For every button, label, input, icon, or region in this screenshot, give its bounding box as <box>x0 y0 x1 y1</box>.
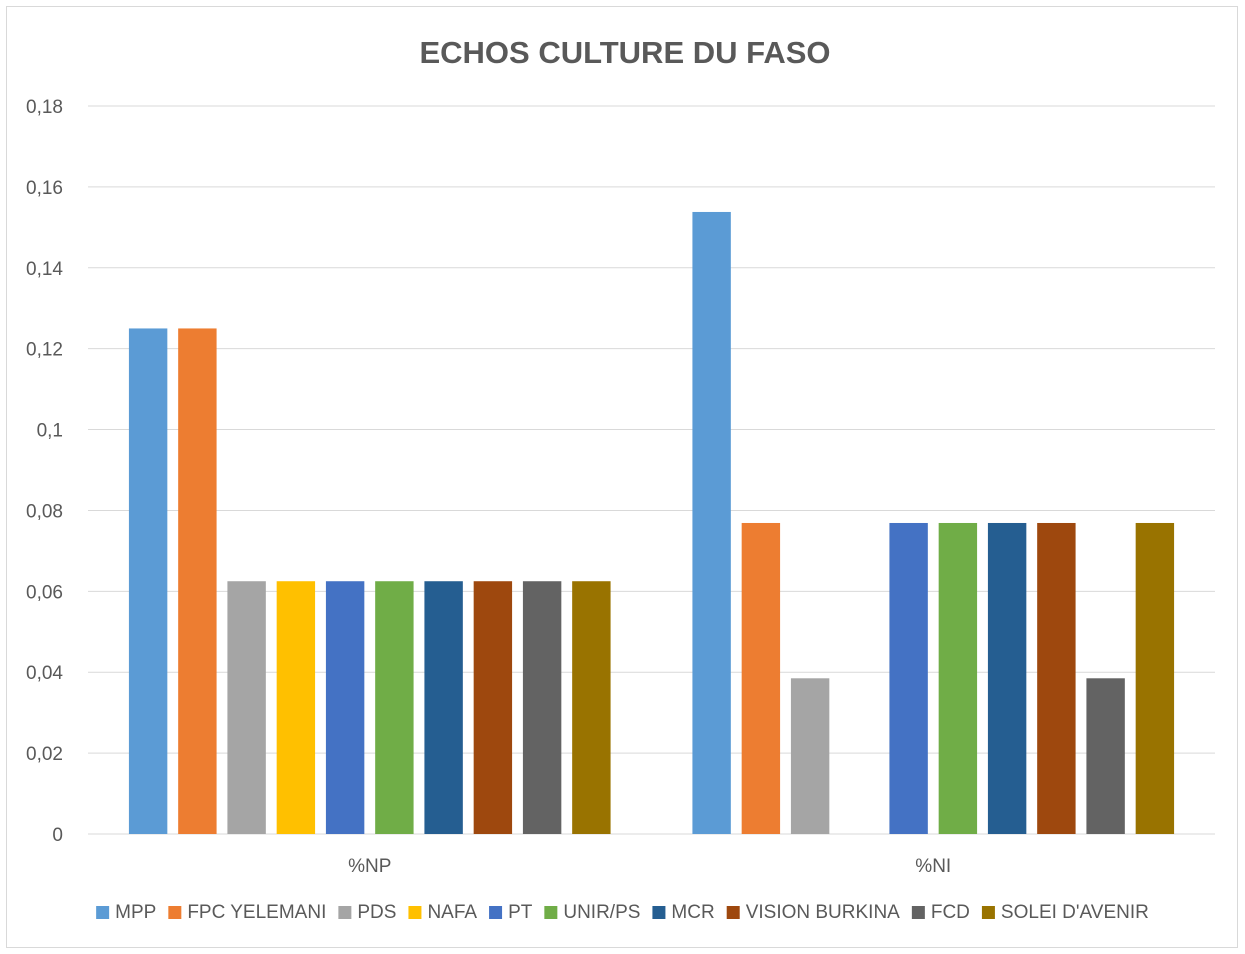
x-axis-ticks: %NP %NI <box>348 856 951 877</box>
legend-item: MCR <box>652 902 715 923</box>
y-tick-label: 0,04 <box>26 663 63 684</box>
y-tick-label: 0,18 <box>26 97 63 118</box>
legend-item: VISION BURKINA <box>726 902 900 923</box>
y-tick-label: 0,06 <box>26 582 63 603</box>
legend-swatch <box>981 906 995 919</box>
legend-swatch <box>338 906 352 919</box>
y-tick-label: 0,02 <box>26 744 63 765</box>
legend-swatch <box>652 906 666 919</box>
legend-swatch <box>96 906 110 919</box>
legend: MPP FPC YELEMANI PDS NAFA PT UNIR/PS MCR VISION… <box>96 902 1149 923</box>
legend-label: SOLEI D'AVENIR <box>1001 902 1149 923</box>
bar-fcd-ni <box>1086 678 1125 834</box>
bar-fpc-yelemani-np <box>178 328 217 834</box>
legend-label: MCR <box>671 902 714 923</box>
y-tick-label: 0,08 <box>26 501 63 522</box>
bar-mpp-np <box>128 328 168 834</box>
legend-label: PDS <box>357 902 396 923</box>
legend-label: UNIR/PS <box>563 902 640 923</box>
bar-mcr-ni <box>987 522 1027 834</box>
bars <box>128 211 1175 834</box>
bar-pt-np <box>325 581 365 834</box>
bar-unir-ps-ni <box>938 522 978 834</box>
legend-swatch <box>911 906 925 919</box>
legend-label: VISION BURKINA <box>746 902 900 923</box>
legend-label: PT <box>508 902 533 923</box>
legend-swatch <box>168 906 182 919</box>
bar-nafa-np <box>276 581 316 834</box>
y-axis-ticks: 0 0,02 0,04 0,06 0,08 0,1 0,12 0,14 0,16 0,18 <box>26 97 63 846</box>
legend-item: SOLEI D'AVENIR <box>981 902 1149 923</box>
y-tick-label: 0,14 <box>26 259 63 280</box>
legend-item: UNIR/PS <box>544 902 640 923</box>
legend-label: FCD <box>931 902 970 923</box>
legend-item: FCD <box>911 902 970 923</box>
y-tick-label: 0 <box>52 825 63 846</box>
bar-pds-np <box>227 581 266 834</box>
bar-mcr-np <box>424 581 463 834</box>
bar-fcd-np <box>522 581 562 834</box>
bar-vision-burkina-np <box>473 581 513 834</box>
gridlines <box>88 105 1215 835</box>
bar-fpc-yelemani-ni <box>741 522 781 834</box>
legend-item: NAFA <box>408 902 477 923</box>
bar-pt-ni <box>889 522 928 834</box>
legend-swatch <box>726 906 740 919</box>
legend-item: MPP <box>96 902 156 923</box>
bar-solei-d-avenir-ni <box>1135 522 1175 834</box>
bar-vision-burkina-ni <box>1037 522 1076 834</box>
legend-swatch <box>489 906 503 919</box>
y-tick-label: 0,16 <box>26 178 63 199</box>
bar-pds-ni <box>790 678 830 834</box>
y-tick-label: 0,1 <box>37 421 63 442</box>
legend-swatch <box>544 906 558 919</box>
bar-unir-ps-np <box>375 581 414 834</box>
legend-label: NAFA <box>427 902 477 923</box>
legend-item: PDS <box>338 902 396 923</box>
x-tick-label: %NP <box>348 856 391 877</box>
x-tick-label: %NI <box>915 856 951 877</box>
legend-swatch <box>408 906 422 919</box>
legend-item: FPC YELEMANI <box>168 902 326 923</box>
chart-title: ECHOS CULTURE DU FASO <box>419 35 830 70</box>
bar-solei-d-avenir-np <box>572 581 611 834</box>
y-tick-label: 0,12 <box>26 340 63 361</box>
legend-item: PT <box>489 902 533 923</box>
legend-label: FPC YELEMANI <box>187 902 326 923</box>
bar-mpp-ni <box>692 211 731 834</box>
legend-label: MPP <box>115 902 156 923</box>
